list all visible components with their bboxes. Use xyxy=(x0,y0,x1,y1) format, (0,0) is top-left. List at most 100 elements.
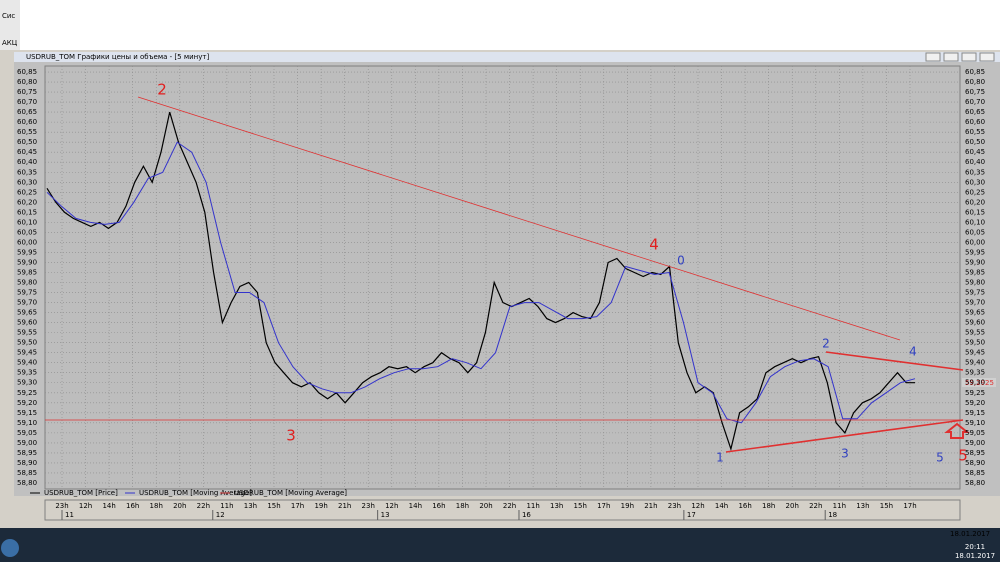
x-tick-label: 22h xyxy=(197,502,210,510)
day-label: 17 xyxy=(687,511,696,519)
wave-label: 5 xyxy=(958,447,968,465)
y-tick-label: 59,70 xyxy=(17,299,37,307)
y-tick-label: 59,35 xyxy=(17,369,37,377)
series-line xyxy=(46,141,916,424)
y-tick-label-right: 59,50 xyxy=(965,339,985,347)
y-tick-label: 60,25 xyxy=(17,188,37,196)
x-tick-label: 12h xyxy=(691,502,704,510)
plot-area xyxy=(44,65,961,490)
y-tick-label-right: 58,95 xyxy=(965,449,985,457)
y-tick-label: 59,20 xyxy=(17,399,37,407)
wave-label: 2 xyxy=(822,337,830,351)
y-tick-label-right: 58,80 xyxy=(965,479,985,487)
x-tick-label: 12h xyxy=(385,502,398,510)
x-tick-label: 12h xyxy=(79,502,92,510)
triangle-line xyxy=(725,419,964,453)
y-tick-label: 59,90 xyxy=(17,258,37,266)
y-tick-label: 59,30 xyxy=(17,379,37,387)
y-tick-label: 59,85 xyxy=(17,268,37,276)
date: 18.01.2017 xyxy=(950,530,990,538)
y-tick-label-right: 60,05 xyxy=(965,228,985,236)
x-tick-label: 15h xyxy=(267,502,280,510)
y-tick-label: 58,95 xyxy=(17,449,37,457)
x-tick-label: 13h xyxy=(244,502,257,510)
y-tick-label-right: 60,40 xyxy=(965,158,985,166)
y-tick-label-right: 59,15 xyxy=(965,409,985,417)
x-tick-label: 18h xyxy=(150,502,163,510)
button[interactable] xyxy=(943,52,959,62)
clock-time: 20:11 xyxy=(965,543,985,551)
y-tick-label: 58,85 xyxy=(17,469,37,477)
wave-label: 2 xyxy=(157,81,167,99)
y-tick-label-right: 59,80 xyxy=(965,279,985,287)
x-tick-label: 17h xyxy=(291,502,304,510)
y-tick-label-right: 60,25 xyxy=(965,188,985,196)
window-title: USDRUB_TOM Графики цены и объема - [5 ми… xyxy=(26,53,209,61)
y-tick-label-right: 59,25 xyxy=(965,389,985,397)
y-tick-label-right: 59,95 xyxy=(965,248,985,256)
title-bar xyxy=(14,52,1000,62)
x-tick-label: 20h xyxy=(786,502,799,510)
x-tick-label: 23h xyxy=(668,502,681,510)
taskbar xyxy=(0,528,1000,562)
x-axis-band xyxy=(44,499,961,521)
x-tick-label: 17h xyxy=(597,502,610,510)
y-tick-label-right: 60,55 xyxy=(965,128,985,136)
wave-label: 4 xyxy=(649,236,659,254)
y-tick-label-right: 59,40 xyxy=(965,359,985,367)
x-tick-label: 15h xyxy=(880,502,893,510)
y-tick-label: 60,05 xyxy=(17,228,37,236)
y-tick-label: 60,35 xyxy=(17,168,37,176)
y-tick-label: 59,55 xyxy=(17,329,37,337)
x-tick-label: 13h xyxy=(856,502,869,510)
menu-item[interactable]: АКЦ xyxy=(2,39,18,47)
menu-item[interactable]: Сис xyxy=(2,12,15,20)
x-tick-label: 23h xyxy=(362,502,375,510)
x-tick-label: 17h xyxy=(903,502,916,510)
y-tick-label-right: 60,60 xyxy=(965,118,985,126)
day-label: 12 xyxy=(216,511,225,519)
y-tick-label: 60,60 xyxy=(17,118,37,126)
x-tick-label: 11h xyxy=(833,502,846,510)
wave-label: 5 xyxy=(936,451,944,465)
last-price-box xyxy=(962,378,996,387)
x-tick-label: 13h xyxy=(550,502,563,510)
y-tick-label-right: 60,50 xyxy=(965,138,985,146)
last-price: 59,2925 xyxy=(965,379,994,387)
y-tick-label: 60,65 xyxy=(17,108,37,116)
wave-label: 1 xyxy=(716,451,724,465)
day-label: 18 xyxy=(828,511,837,519)
y-tick-label-right: 58,90 xyxy=(965,459,985,467)
y-tick-label-right: 60,85 xyxy=(965,68,985,76)
button[interactable] xyxy=(961,52,977,62)
x-tick-label: 16h xyxy=(126,502,139,510)
y-tick-label: 58,90 xyxy=(17,459,37,467)
y-tick-label-right: 60,75 xyxy=(965,88,985,96)
x-tick-label: 21h xyxy=(644,502,657,510)
legend-label: USDRUB_TOM [Moving Average] xyxy=(234,489,347,497)
y-tick-label-right: 59,05 xyxy=(965,429,985,437)
x-tick-label: 11h xyxy=(220,502,233,510)
button[interactable] xyxy=(925,52,941,62)
legend-label: USDRUB_TOM [Moving Average] xyxy=(139,489,252,497)
day-label: 13 xyxy=(381,511,390,519)
y-tick-label-right: 59,90 xyxy=(965,258,985,266)
button[interactable] xyxy=(979,52,995,62)
wave-label: 4 xyxy=(909,345,917,359)
y-tick-label-right: 59,70 xyxy=(965,299,985,307)
x-tick-label: 16h xyxy=(738,502,751,510)
x-tick-label: 20h xyxy=(173,502,186,510)
y-tick-label: 60,00 xyxy=(17,238,37,246)
y-tick-label: 59,65 xyxy=(17,309,37,317)
y-tick-label: 60,85 xyxy=(17,68,37,76)
y-tick-label-right: 59,55 xyxy=(965,329,985,337)
x-tick-label: 18h xyxy=(762,502,775,510)
y-tick-label: 59,80 xyxy=(17,279,37,287)
x-tick-label: 15h xyxy=(574,502,587,510)
y-tick-label: 59,60 xyxy=(17,319,37,327)
y-tick-label: 59,50 xyxy=(17,339,37,347)
x-tick-label: 23h xyxy=(55,502,68,510)
start-button[interactable] xyxy=(1,539,19,557)
y-tick-label-right: 58,85 xyxy=(965,469,985,477)
y-tick-label-right: 59,00 xyxy=(965,439,985,447)
